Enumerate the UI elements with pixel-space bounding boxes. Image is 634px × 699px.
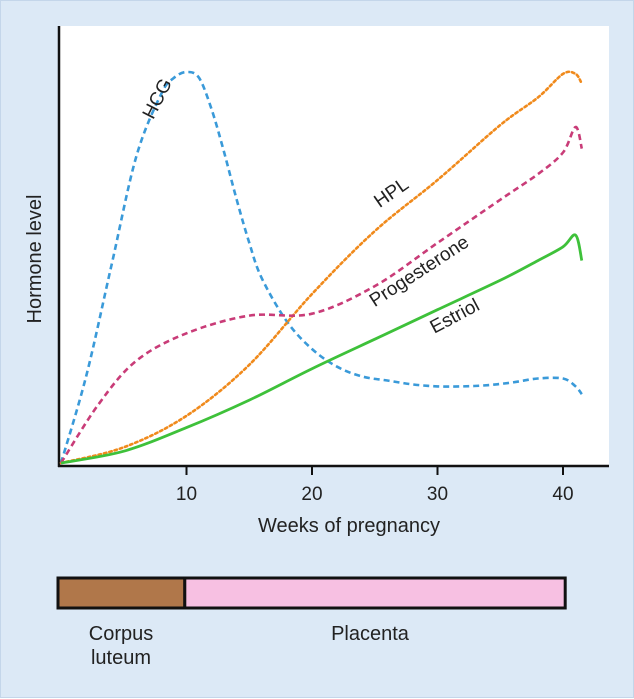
x-tick-label: 10 [176,484,197,505]
series-line-hpl [59,70,584,465]
x-tick-label: 40 [552,484,573,505]
phase-label-placenta: Placenta [331,623,410,645]
series-line-estriol [60,233,584,465]
x-axis-label: Weeks of pregnancy [258,515,440,537]
y-axis-label: Hormone level [24,195,46,324]
series-line-hcg [59,70,583,464]
phase-bar: Corpus luteum Placenta [56,576,567,669]
x-tick-label: 20 [301,484,322,505]
plot-area [59,26,609,466]
x-tick-label: 30 [427,484,448,505]
series-group [59,70,584,465]
x-ticks: 10 20 30 40 [176,466,574,505]
phase-segment-placenta [183,576,567,610]
series-line-progesterone [59,125,584,464]
phase-label-corpus-luteum: Corpus luteum [89,623,153,669]
phase-segment-corpus-luteum [56,576,187,610]
